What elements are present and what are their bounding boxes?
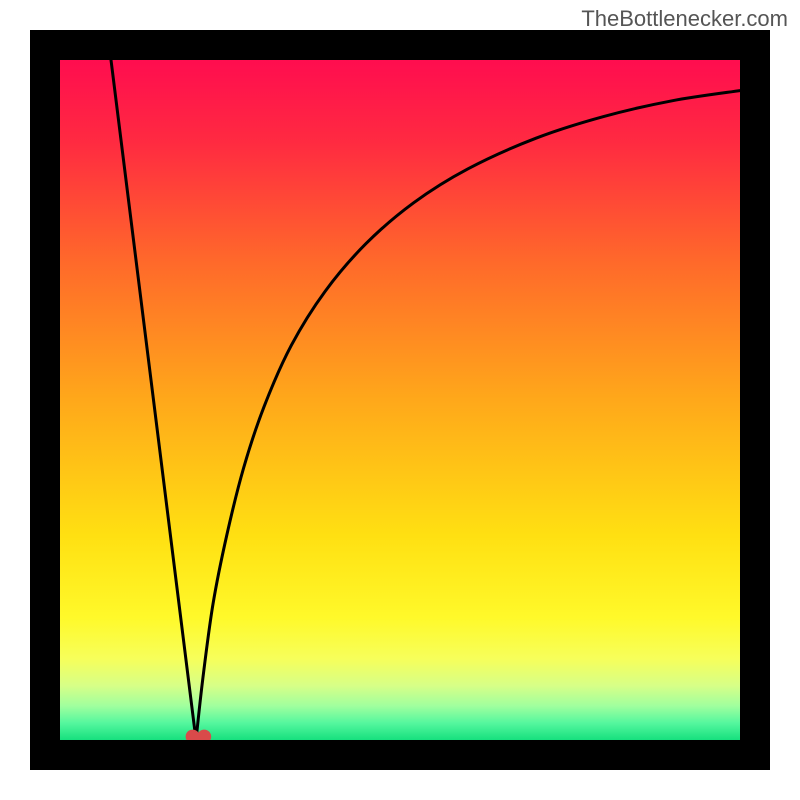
watermark-text: TheBottlenecker.com: [581, 6, 788, 32]
chart-container: TheBottlenecker.com: [0, 0, 800, 800]
plot-background-gradient: [60, 60, 740, 740]
chart-svg: [0, 0, 800, 800]
